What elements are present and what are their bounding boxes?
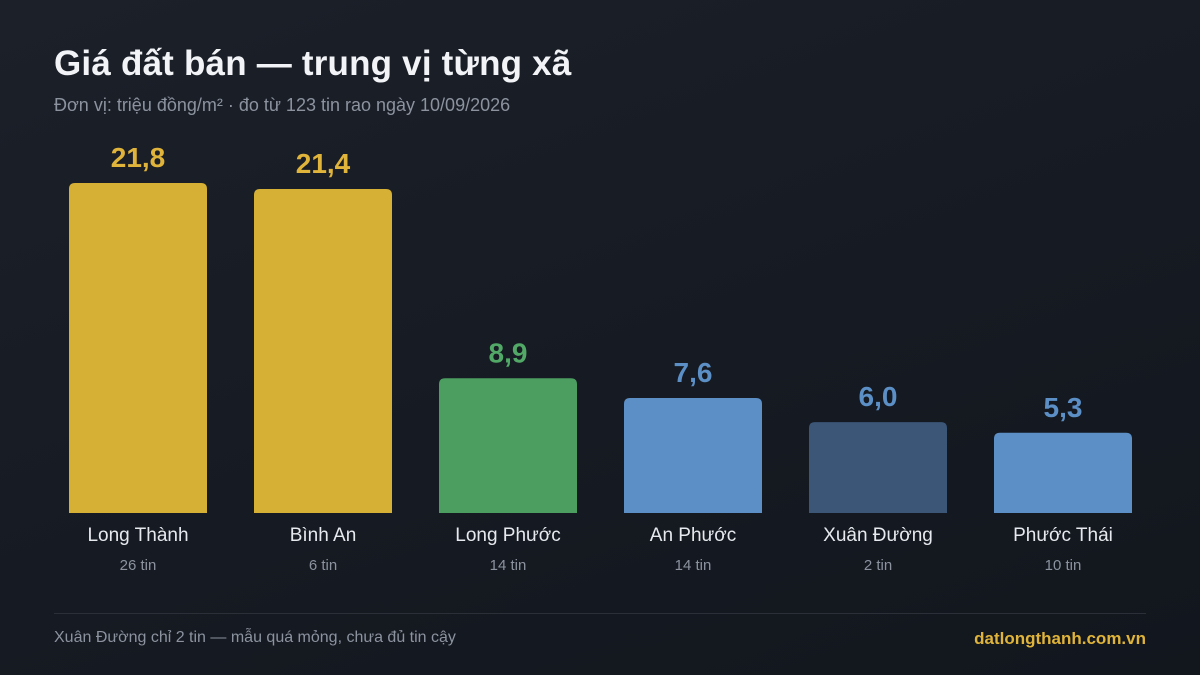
count-label-2: 14 tin xyxy=(490,557,527,574)
value-label-4: 6,0 xyxy=(859,381,898,412)
category-label-4: Xuân Đường xyxy=(823,525,933,546)
bar-5 xyxy=(994,432,1132,513)
bar-chart: 21,8 Long Thành 26 tin 21,4 Bình An 6 tin 8,9 L… xyxy=(69,142,1132,574)
chart-subtitle: Đơn vị: triệu đồng/m² · đo từ 123 tin ra… xyxy=(54,95,511,115)
count-label-1: 6 tin xyxy=(309,557,337,574)
category-label-5: Phước Thái xyxy=(1013,525,1113,546)
value-label-0: 21,8 xyxy=(111,142,166,173)
category-label-3: An Phước xyxy=(650,525,736,546)
count-label-5: 10 tin xyxy=(1045,557,1082,574)
count-label-0: 26 tin xyxy=(120,557,157,574)
count-label-4: 2 tin xyxy=(864,557,892,574)
bar-3 xyxy=(624,397,762,513)
bar-4 xyxy=(809,422,947,513)
value-label-2: 8,9 xyxy=(489,337,528,368)
footnote: Xuân Đường chỉ 2 tin — mẫu quá mỏng, chư… xyxy=(54,629,456,646)
value-label-5: 5,3 xyxy=(1044,392,1083,423)
bar-2 xyxy=(439,378,577,513)
bar-0 xyxy=(69,183,207,513)
category-label-2: Long Phước xyxy=(455,525,560,546)
value-label-1: 21,4 xyxy=(296,148,351,179)
bar-1 xyxy=(254,189,392,513)
count-label-3: 14 tin xyxy=(675,557,712,574)
value-label-3: 7,6 xyxy=(674,357,713,388)
chart-title: Giá đất bán — trung vị từng xã xyxy=(54,44,572,83)
footer-divider xyxy=(54,613,1146,614)
category-label-0: Long Thành xyxy=(87,525,188,546)
brand-link[interactable]: datlongthanh.com.vn xyxy=(974,629,1146,648)
category-label-1: Bình An xyxy=(290,525,357,546)
